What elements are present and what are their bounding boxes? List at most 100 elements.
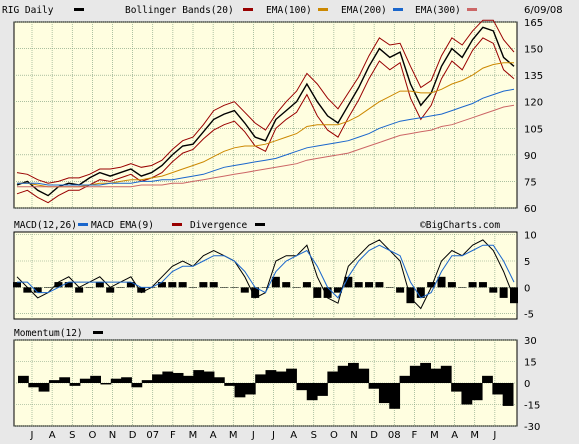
momentum-bar [38,383,50,392]
divergence-bar [510,287,518,304]
momentum-bar [482,375,493,383]
x-tick-label: O [330,430,338,441]
divergence-bar [416,287,425,298]
divergence-bar [271,276,280,288]
divergence-bar [406,287,415,304]
macd-ema-line [17,244,515,299]
divergence-bar [126,282,135,288]
momentum-bar [378,383,390,404]
x-tick-label: A [451,430,458,441]
divergence-legend-swatch-left [172,223,182,226]
macd-panel [13,231,518,320]
x-tick-label: J [251,430,255,441]
momentum-bar [368,383,380,389]
momentum-label: Momentum(12) [14,328,83,339]
divergence-bar [333,287,342,293]
momentum-bar [440,365,452,383]
y-tick-label: 90 [524,151,537,162]
divergence-bar [189,287,198,288]
divergence-bar [220,287,229,288]
divergence-bar [44,287,53,288]
divergence-bar [251,287,260,298]
momentum-bar [461,383,473,405]
divergence-bar [292,287,301,288]
divergence-bar [344,276,353,288]
divergence-bar [375,282,384,288]
momentum-bar [244,383,256,395]
divergence-bar [33,287,42,293]
y-tick-label: 150 [524,45,543,56]
y-tick-label: 10 [524,231,537,242]
x-tick-label: 07 [146,430,159,441]
momentum-bar [203,371,215,383]
x-tick-label: 08 [388,430,401,441]
divergence-bar [54,282,63,288]
ema100-line [17,62,514,188]
x-tick-label: N [350,430,357,441]
x-tick-label: A [49,430,56,441]
y-tick-label: 5 [524,257,530,268]
y-tick-label: 120 [524,98,543,109]
momentum-bar [79,378,91,383]
momentum-bar [337,365,349,383]
bollinger-upper-line [16,19,515,184]
x-tick-label: D [129,430,137,441]
divergence-bar [323,287,332,298]
macd-ema-label: MACD EMA(9) [91,220,154,231]
momentum-bar [399,375,411,383]
divergence-bar [385,287,394,288]
divergence-bar [209,282,218,288]
momentum-bar [358,368,370,383]
momentum-bar [152,374,163,383]
macd-label: MACD(12,26) [14,220,77,231]
price-panel [13,21,518,209]
divergence-bar [199,282,208,288]
x-tick-label: J [492,430,496,441]
x-tick-label: F [170,430,176,441]
ema200-line [17,88,515,186]
y-tick-label: 165 [524,18,543,29]
divergence-bar [75,287,84,293]
y-tick-label: 135 [524,71,543,82]
ema300-line [17,104,515,188]
macd-ema-legend-swatch [78,223,88,226]
divergence-bar [499,287,508,298]
momentum-bar [409,365,421,383]
momentum-bar [348,362,359,383]
x-tick-label: J [30,430,34,441]
momentum-bar [18,375,29,383]
x-tick-label: N [109,430,116,441]
y-tick-label: -5 [524,310,534,321]
momentum-bar [110,378,122,383]
x-tick-label: M [470,430,479,441]
divergence-bar [106,287,115,293]
x-tick-label: S [69,430,75,441]
divergence-bar [468,282,477,288]
y-tick-label: 0 [524,283,530,294]
y-tick-label: 15 [524,358,537,369]
ema100-legend-swatch [318,8,328,11]
divergence-label: Divergence [190,220,247,231]
divergence-bar [354,282,363,288]
y-tick-label: 0 [524,379,530,390]
momentum-bar [317,383,328,396]
momentum-bar [193,370,205,383]
y-tick-label: 105 [524,124,543,135]
x-tick-label: A [210,430,217,441]
momentum-bar [306,383,318,401]
y-tick-label: -30 [524,422,540,433]
ema300-legend-swatch [467,8,477,11]
divergence-bar [313,287,322,298]
divergence-bar [157,282,166,288]
momentum-bar [234,383,246,398]
divergence-bar [302,282,311,288]
x-tick-label: M [189,430,198,441]
momentum-bar [502,383,514,406]
date-label: 6/09/08 [524,5,563,16]
watermark: ©BigCharts.com [420,220,500,231]
momentum-bar [275,371,287,383]
divergence-bar [365,282,374,288]
momentum-legend-swatch [93,331,103,334]
divergence-bar [178,282,187,288]
